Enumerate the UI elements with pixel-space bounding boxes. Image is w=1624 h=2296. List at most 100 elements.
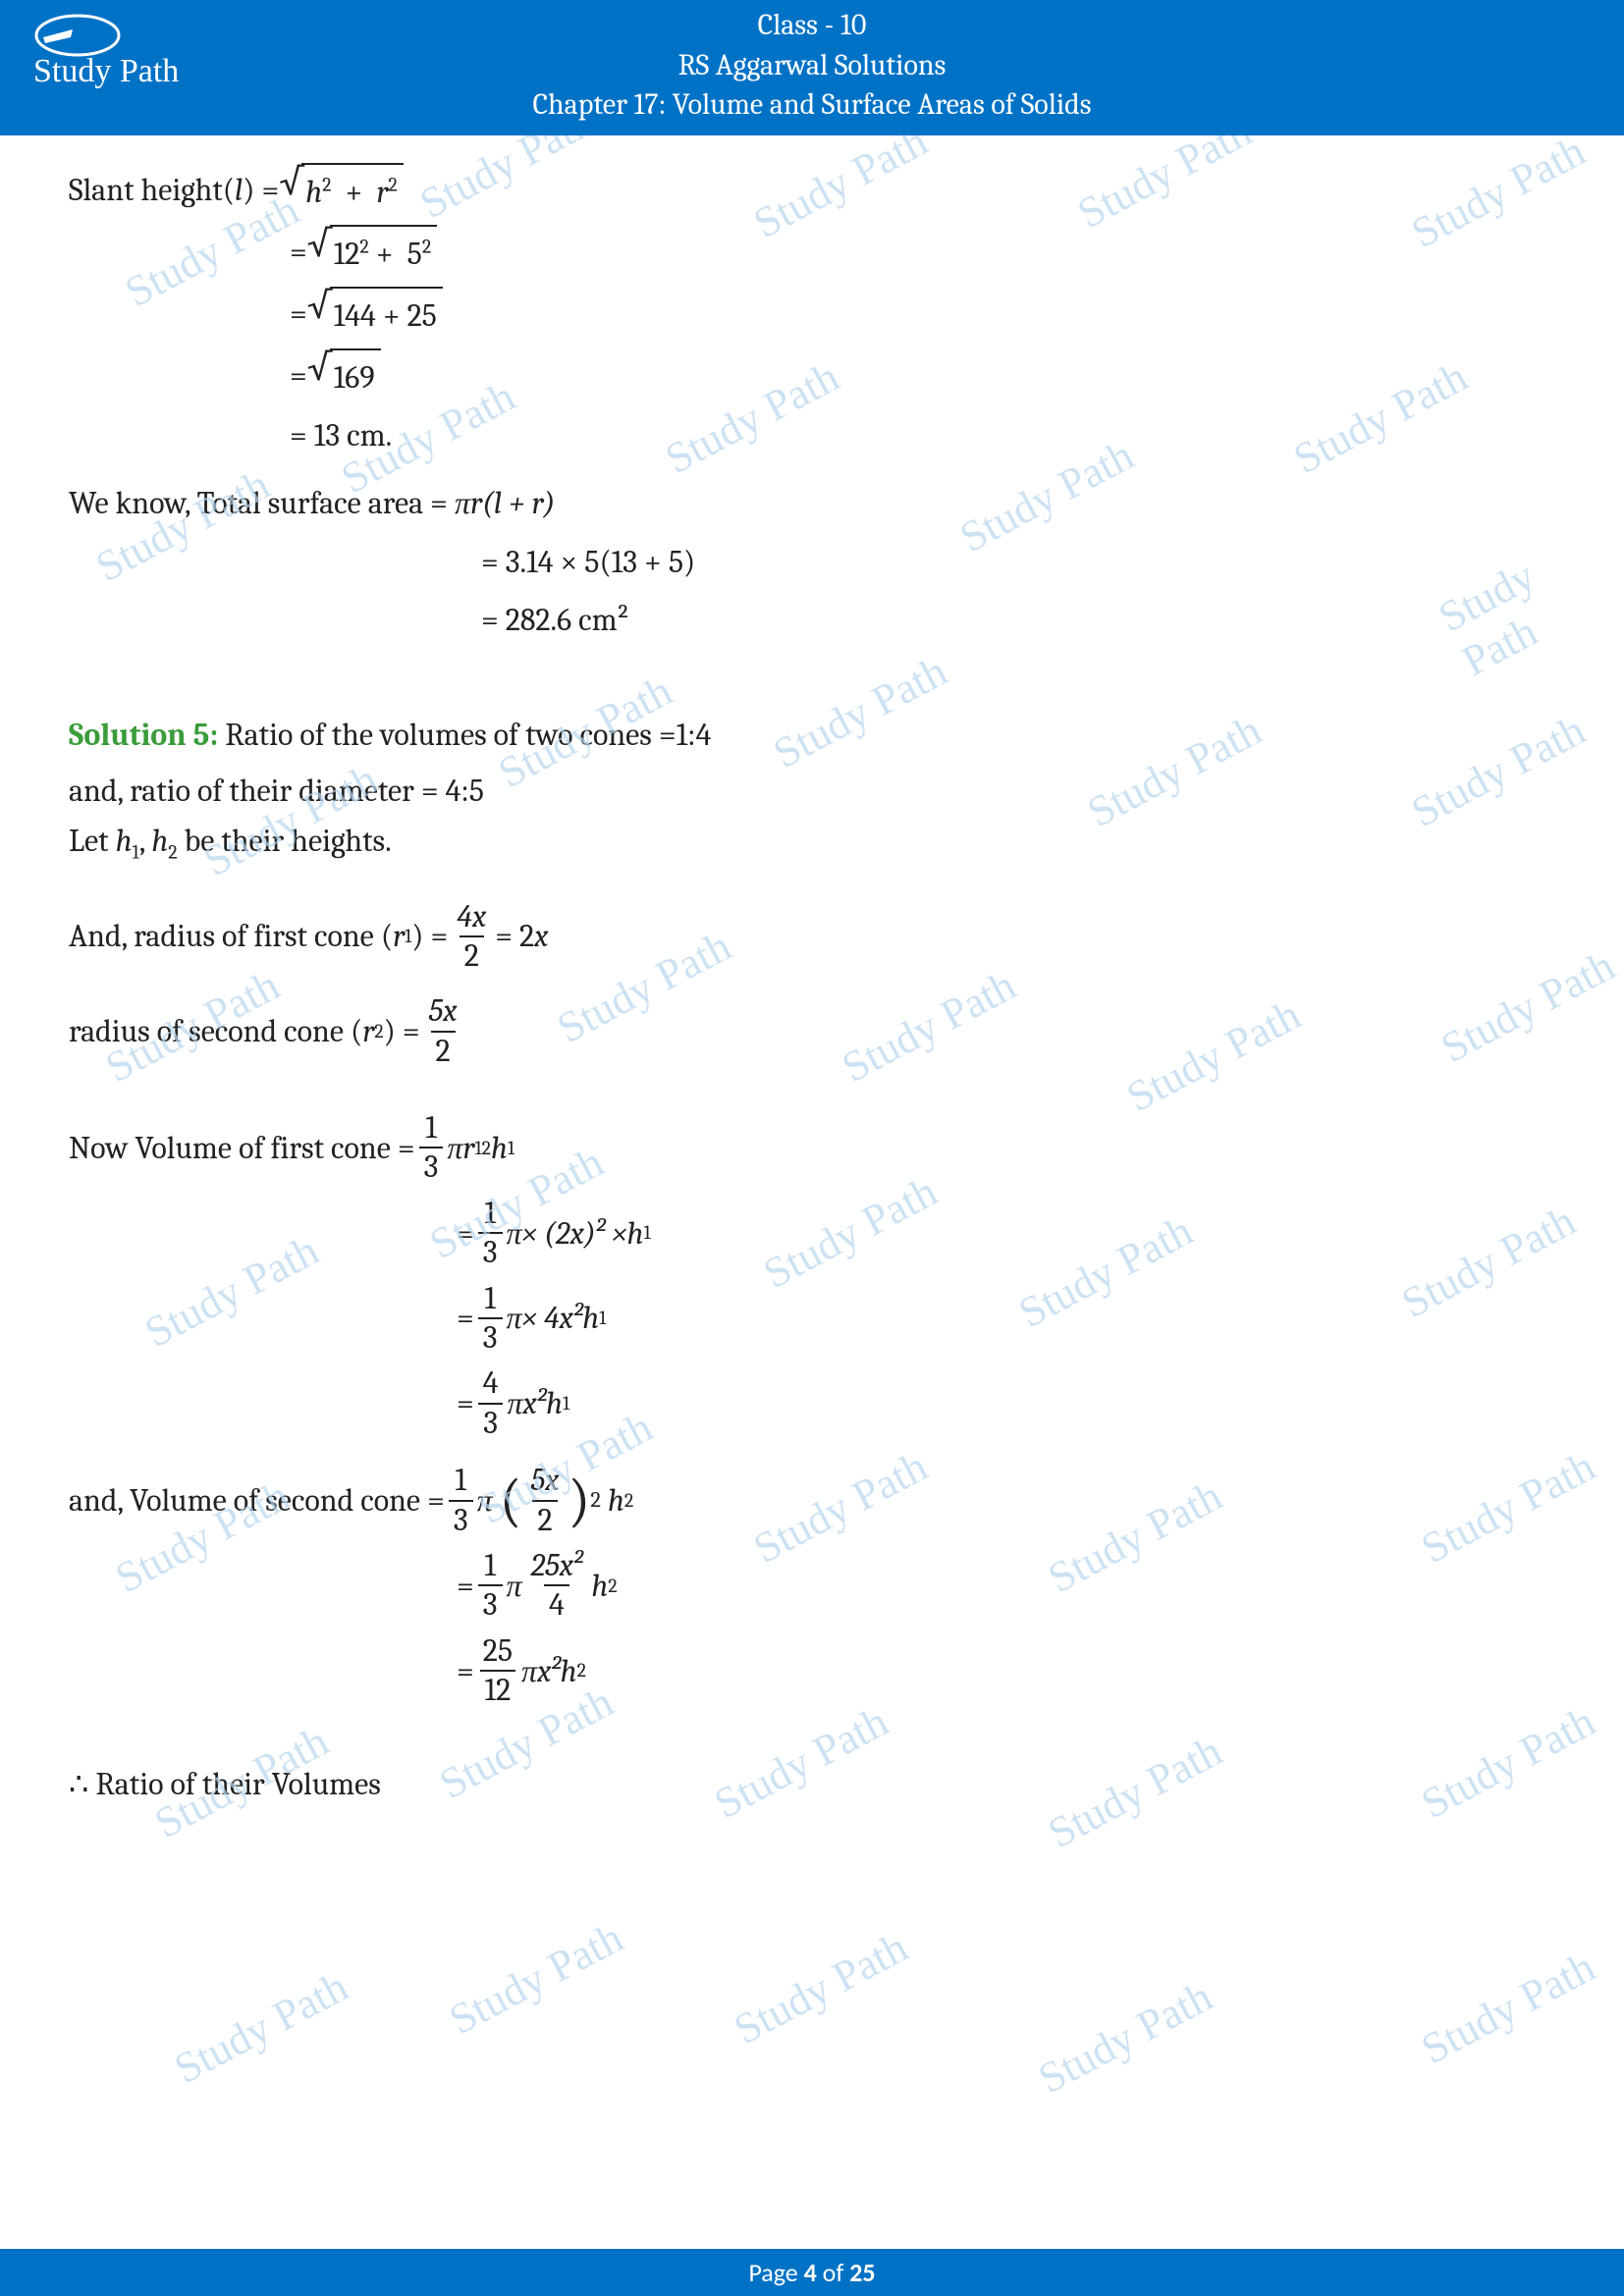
r1-row: And, radius of first cone (r1) = 4x2 = 2… bbox=[69, 898, 1555, 976]
f13n: 1 bbox=[420, 1109, 442, 1147]
solution5-line1: Solution 5: Ratio of the volumes of two … bbox=[69, 710, 1555, 760]
r1eq: = 2 bbox=[495, 911, 534, 961]
v1-row: Now Volume of first cone = 13 πr12h1 bbox=[69, 1109, 1555, 1187]
f13n4: 1 bbox=[450, 1462, 471, 1499]
comma: , bbox=[139, 823, 152, 859]
footer-mid: of bbox=[817, 2257, 849, 2288]
header-class: Class - 10 bbox=[0, 6, 1624, 46]
slant-height-line: Slant height(l) = √h2 + r2 bbox=[69, 163, 1555, 217]
slant-result: = 13 cm. bbox=[69, 410, 1555, 460]
sol5-l1: Ratio of the volumes of two cones =1:4 bbox=[218, 717, 711, 753]
tsa-step3: = 282.6 cm² bbox=[69, 595, 1555, 645]
header-chapter: Chapter 17: Volume and Surface Areas of … bbox=[0, 85, 1624, 126]
s169: 169 bbox=[330, 348, 381, 402]
var-l: l bbox=[235, 165, 243, 215]
slant-step4: = √169 bbox=[69, 348, 1555, 402]
n5: 5 bbox=[407, 236, 422, 272]
tsa-intro: We know, Total surface area = bbox=[69, 485, 455, 521]
header-book: RS Aggarwal Solutions bbox=[0, 46, 1624, 86]
rv: r bbox=[462, 1123, 474, 1173]
pi8: π bbox=[521, 1646, 537, 1696]
hv6: h bbox=[591, 1561, 608, 1611]
v2s2d: 4 bbox=[544, 1584, 569, 1624]
r1n: 4x bbox=[452, 898, 491, 935]
svg-text:Study Path: Study Path bbox=[33, 53, 179, 89]
f13d: 3 bbox=[419, 1147, 444, 1186]
r1d: 2 bbox=[460, 935, 484, 975]
v2-step2: = 13 π 25x²4 h2 bbox=[69, 1547, 1555, 1625]
let: Let bbox=[69, 823, 116, 859]
sqrt-1: √h2 + r2 bbox=[279, 163, 404, 217]
r1i: And, radius of first cone ( bbox=[69, 911, 393, 961]
footer-num: 4 bbox=[804, 2257, 817, 2288]
v2s2n: 25x² bbox=[526, 1547, 588, 1584]
pi3: π bbox=[507, 1208, 522, 1258]
hv5: h bbox=[608, 1475, 624, 1525]
h1: h bbox=[116, 823, 133, 859]
v2in: 5x bbox=[526, 1462, 565, 1499]
r-var: r bbox=[376, 174, 388, 210]
pi4: π bbox=[507, 1293, 522, 1343]
footer-total: 25 bbox=[849, 2257, 875, 2288]
f2512n: 25 bbox=[478, 1632, 517, 1670]
hv3: h bbox=[582, 1293, 599, 1343]
hv4: h bbox=[546, 1378, 563, 1428]
f43d: 3 bbox=[478, 1403, 503, 1442]
v1s2: × (2x)² × bbox=[522, 1208, 627, 1258]
v1-step4: = 43 πx²h1 bbox=[69, 1364, 1555, 1442]
logo: Study Path bbox=[24, 8, 181, 100]
ratio-line: ∴ Ratio of their Volumes bbox=[69, 1759, 1555, 1809]
sol5-line3: Let h1, h2 be their heights. bbox=[69, 816, 1555, 868]
pi5: π bbox=[507, 1378, 522, 1428]
s144: 144 + 25 bbox=[330, 287, 443, 341]
page-header: Study Path Class - 10 RS Aggarwal Soluti… bbox=[0, 0, 1624, 135]
f2512d: 12 bbox=[480, 1670, 516, 1709]
hv7: h bbox=[561, 1646, 577, 1696]
v2-step3: = 2512 πx²h2 bbox=[69, 1632, 1555, 1710]
n12: 12 bbox=[334, 236, 360, 272]
r1c: ) = bbox=[411, 911, 448, 961]
slant-step3: = √144 + 25 bbox=[69, 287, 1555, 341]
v1s3: × 4x² bbox=[522, 1293, 583, 1343]
v1-step2: = 13 π × (2x)² × h1 bbox=[69, 1195, 1555, 1272]
r2i: radius of second cone ( bbox=[69, 1006, 362, 1056]
r2-row: radius of second cone (r2) = 5x2 bbox=[69, 992, 1555, 1070]
watermark: Study Path bbox=[1030, 1971, 1219, 2104]
v2-row: and, Volume of second cone = 13 π (5x2)2… bbox=[69, 1462, 1555, 1539]
footer-pre: Page bbox=[748, 2257, 803, 2288]
watermark: Study Path bbox=[726, 1922, 915, 2055]
f13d3: 3 bbox=[478, 1317, 503, 1357]
v2i: and, Volume of second cone = bbox=[69, 1475, 445, 1525]
sol5-line2: and, ratio of their diameter = 4:5 bbox=[69, 766, 1555, 816]
pi2: π bbox=[447, 1123, 462, 1173]
pi1: π bbox=[455, 485, 470, 521]
hv2: h bbox=[627, 1208, 644, 1258]
r2d: 2 bbox=[431, 1031, 456, 1070]
pi6: π bbox=[477, 1475, 493, 1525]
v1i: Now Volume of first cone = bbox=[69, 1123, 415, 1173]
h-var: h bbox=[305, 174, 322, 210]
solution5-label: Solution 5: bbox=[69, 717, 218, 753]
watermark: Study Path bbox=[1413, 1942, 1602, 2074]
v2s3: x² bbox=[537, 1646, 561, 1696]
tsa-step2: = 3.14 × 5(13 + 5) bbox=[69, 537, 1555, 587]
r1x: x bbox=[534, 911, 548, 961]
watermark: Study Path bbox=[166, 1961, 355, 2094]
slant-label: Slant height( bbox=[69, 165, 235, 215]
f13d4: 3 bbox=[449, 1500, 473, 1539]
r2c: ) = bbox=[384, 1006, 420, 1056]
r2v: r bbox=[362, 1006, 374, 1056]
pi7: π bbox=[507, 1561, 522, 1611]
heights: be their heights. bbox=[178, 823, 392, 859]
r1f: r bbox=[470, 485, 482, 521]
f13n2: 1 bbox=[479, 1195, 501, 1232]
f13d5: 3 bbox=[478, 1584, 503, 1624]
v1s4: x² bbox=[523, 1378, 547, 1428]
page-content: Slant height(l) = √h2 + r2 = √122 + 52 =… bbox=[0, 135, 1624, 1809]
page-footer: Page 4 of 25 bbox=[0, 2249, 1624, 2296]
f43n: 4 bbox=[478, 1364, 504, 1402]
f13d2: 3 bbox=[478, 1232, 503, 1271]
f13n5: 1 bbox=[479, 1547, 501, 1584]
f13n3: 1 bbox=[479, 1280, 501, 1317]
h2: h bbox=[151, 823, 168, 859]
